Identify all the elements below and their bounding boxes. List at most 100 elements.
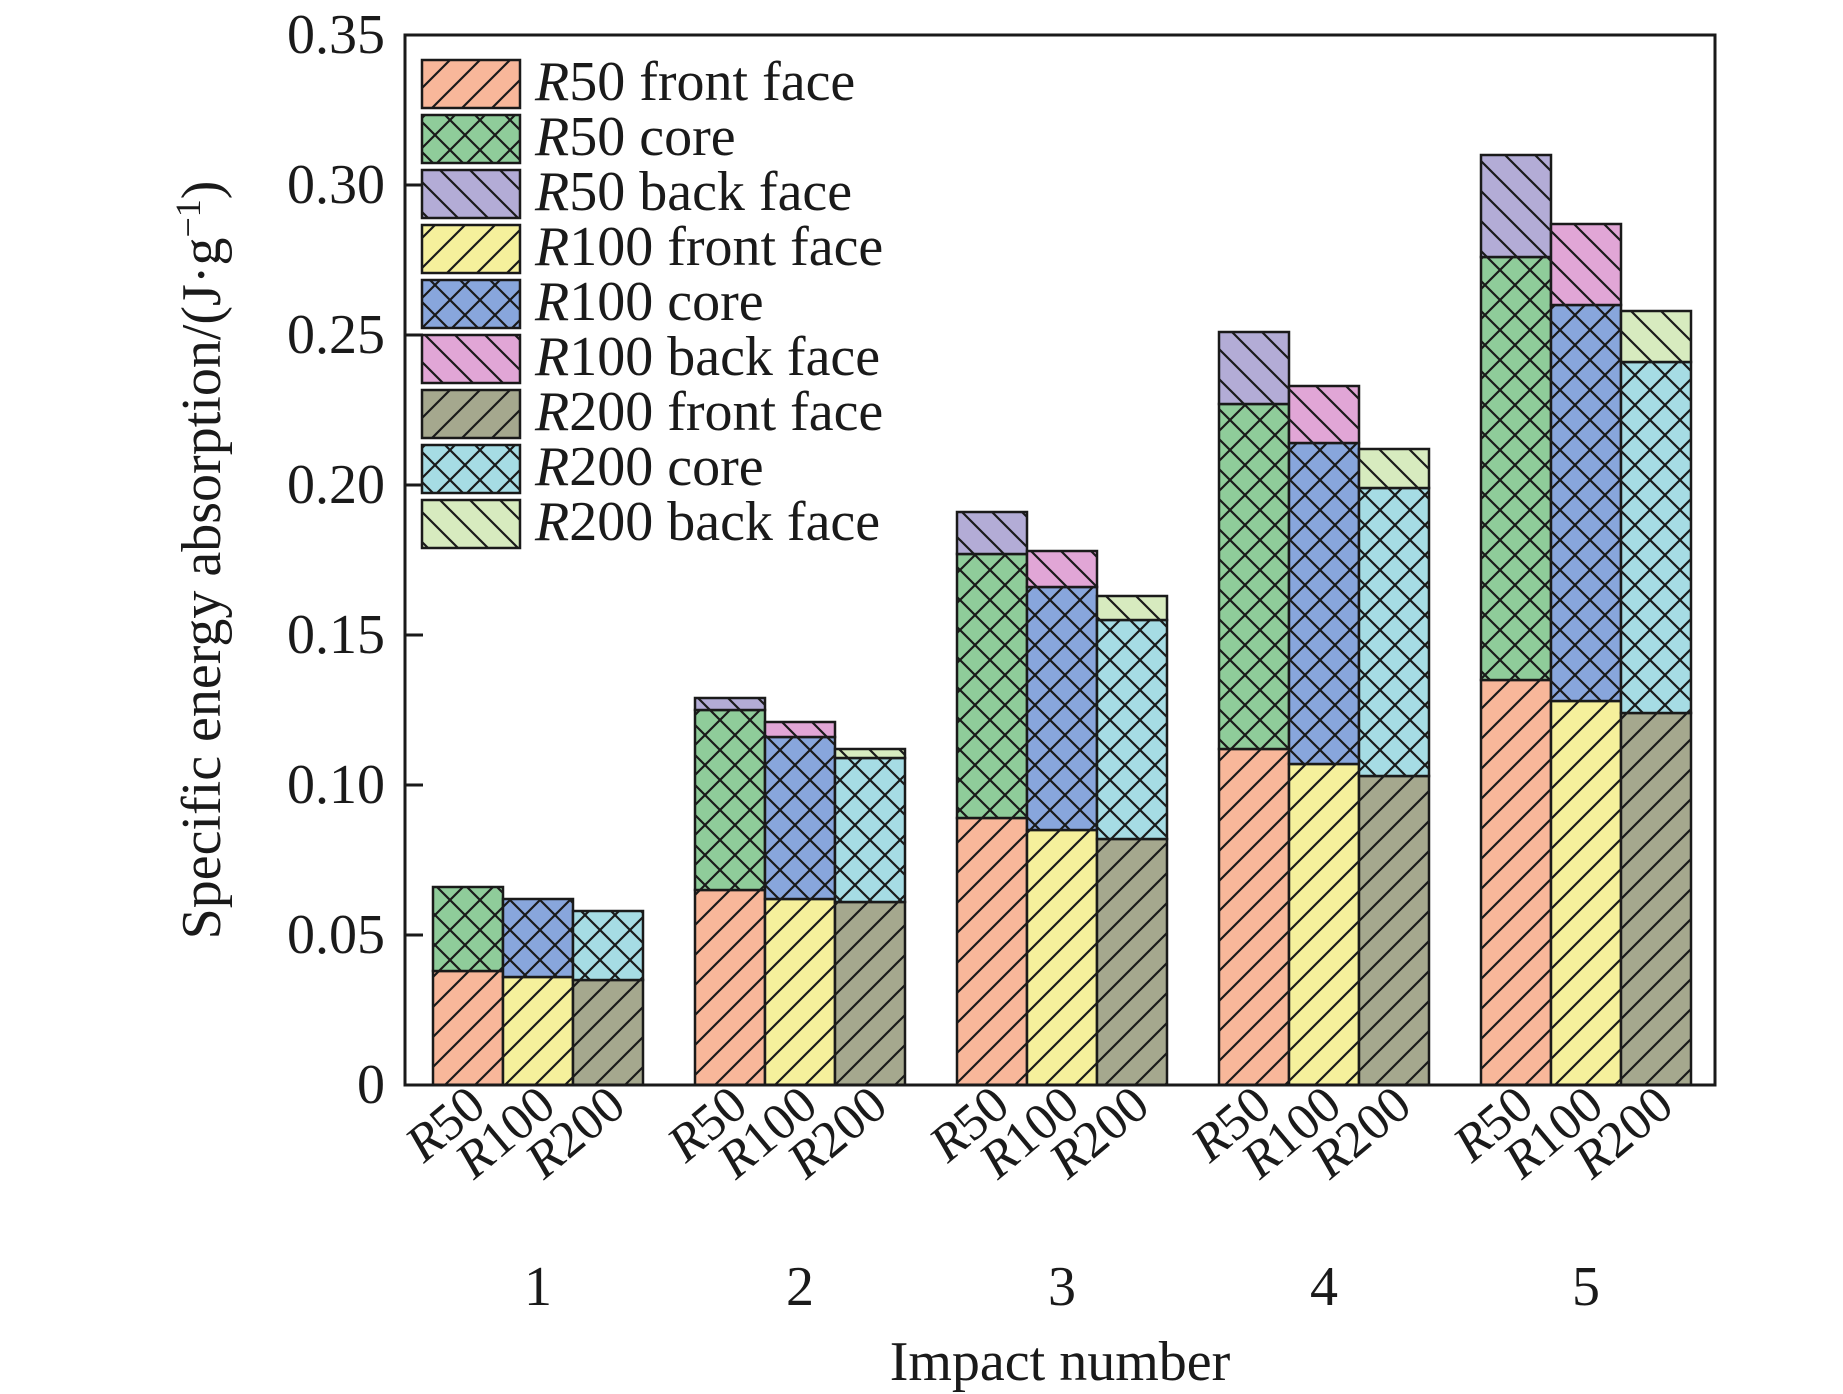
legend-label: R200 core <box>534 436 764 498</box>
bar-segment-r200-back-face-impact-5 <box>1619 309 1693 364</box>
legend-item-r200-front-face: R200 front face <box>420 381 883 443</box>
bar-segment-r50-front-face-impact-2 <box>693 888 767 1087</box>
legend-item-r100-core: R100 core <box>420 271 764 333</box>
legend-label-prefix: R <box>534 381 569 443</box>
y-tick-label-0-30: 0.30 <box>287 154 385 216</box>
legend-swatch <box>420 113 522 165</box>
x-tick-label-5: 5 <box>1572 1256 1600 1318</box>
bar-segment-r50-front-face-impact-5 <box>1479 678 1553 1087</box>
bar-segment-r200-back-face-impact-4 <box>1357 447 1431 490</box>
legend-swatch <box>420 333 522 385</box>
legend-label-prefix: R <box>534 326 569 388</box>
legend-label-text: 200 front face <box>569 381 883 443</box>
bar-segment-r100-back-face-impact-4 <box>1287 384 1361 445</box>
legend-item-r100-front-face: R100 front face <box>420 216 883 278</box>
legend-label-prefix: R <box>534 161 569 223</box>
x-tick-label-2: 2 <box>786 1256 814 1318</box>
bar-segment-r200-core-impact-5 <box>1619 360 1693 715</box>
legend-item-r50-front-face: R50 front face <box>420 51 855 113</box>
bar-segment-r50-back-face-impact-2 <box>693 696 767 712</box>
legend-label-text: 100 core <box>569 271 763 333</box>
y-tick-label-0-35: 0.35 <box>287 4 385 66</box>
legend-label: R50 back face <box>534 161 852 223</box>
legend-label-text: 200 back face <box>569 491 880 553</box>
legend-label-text: 100 front face <box>569 216 883 278</box>
bar-segment-r100-core-impact-3 <box>1025 585 1099 832</box>
legend-label-text: 50 front face <box>569 51 855 113</box>
bar-segment-r100-back-face-impact-3 <box>1025 549 1099 589</box>
bar-segment-r200-core-impact-1 <box>571 909 645 982</box>
y-axis-title-sup: −1 <box>168 199 208 237</box>
legend-label-text: 50 back face <box>569 161 852 223</box>
y-axis-title-main: Specific energy absorption/(J·g <box>171 238 233 940</box>
y-tick-label-0-15: 0.15 <box>287 604 385 666</box>
legend-swatch <box>420 223 522 275</box>
bar-segment-r100-front-face-impact-2 <box>763 897 837 1087</box>
bar-segment-r50-front-face-impact-3 <box>955 816 1029 1087</box>
legend-label: R200 back face <box>534 491 880 553</box>
legend-label-text: 50 core <box>569 106 735 168</box>
legend-label-prefix: R <box>534 491 569 553</box>
legend-label: R200 front face <box>534 381 883 443</box>
bar-segment-r50-back-face-impact-5 <box>1479 153 1553 259</box>
bar-segment-r100-back-face-impact-5 <box>1549 222 1623 307</box>
legend-item-r200-back-face: R200 back face <box>420 491 880 553</box>
legend-label-prefix: R <box>534 271 569 333</box>
legend-swatch <box>420 388 522 440</box>
bar-segment-r50-core-impact-5 <box>1479 255 1553 682</box>
legend-label: R50 core <box>534 106 736 168</box>
bar-segment-r200-front-face-impact-1 <box>571 978 645 1087</box>
legend-label: R100 core <box>534 271 764 333</box>
bar-segment-r50-back-face-impact-3 <box>955 510 1029 556</box>
y-tick-label-0-20: 0.20 <box>287 454 385 516</box>
legend-swatch <box>420 278 522 330</box>
legend-item-r50-back-face: R50 back face <box>420 161 852 223</box>
bar-segment-r50-back-face-impact-4 <box>1217 330 1291 406</box>
bar-segment-r200-core-impact-4 <box>1357 486 1431 778</box>
y-axis-title-end: ) <box>171 181 233 200</box>
legend-label-prefix: R <box>534 436 569 498</box>
y-tick-label-0-05: 0.05 <box>287 904 385 966</box>
y-axis: 0 0.05 0.10 0.15 0.20 0.25 0.30 0.35 <box>287 4 423 1116</box>
y-tick-label-0-10: 0.10 <box>287 754 385 816</box>
bar-segment-r200-back-face-impact-3 <box>1095 594 1169 622</box>
bar-segment-r100-core-impact-2 <box>763 735 837 901</box>
bar-segment-r200-front-face-impact-3 <box>1095 837 1169 1087</box>
bar-segment-r50-front-face-impact-4 <box>1217 747 1291 1087</box>
bar-segment-r200-back-face-impact-2 <box>833 747 907 760</box>
bar-segment-r200-core-impact-2 <box>833 756 907 904</box>
bar-segment-r50-core-impact-3 <box>955 552 1029 820</box>
x-tick-label-4: 4 <box>1310 1256 1338 1318</box>
legend-item-r200-core: R200 core <box>420 436 764 498</box>
bar-segment-r200-front-face-impact-2 <box>833 900 907 1087</box>
legend-label-text: 100 back face <box>569 326 880 388</box>
x-axis: R50R100R2001R50R100R2002R50R100R2003R50R… <box>394 1076 1684 1318</box>
bar-segment-r50-core-impact-4 <box>1217 402 1291 751</box>
x-axis-title: Impact number <box>890 1331 1231 1393</box>
legend-label: R50 front face <box>534 51 855 113</box>
bar-segment-r100-core-impact-1 <box>501 897 575 979</box>
bar-segment-r100-front-face-impact-1 <box>501 975 575 1087</box>
legend-swatch <box>420 498 522 550</box>
legend-label-prefix: R <box>534 51 569 113</box>
bar-segment-r100-front-face-impact-4 <box>1287 762 1361 1087</box>
x-tick-label-3: 3 <box>1048 1256 1076 1318</box>
legend-swatch <box>420 443 522 495</box>
bar-segment-r200-front-face-impact-4 <box>1357 774 1431 1087</box>
legend-swatch <box>420 58 522 110</box>
legend-label-prefix: R <box>534 216 569 278</box>
legend-label: R100 back face <box>534 326 880 388</box>
bar-segment-r100-back-face-impact-2 <box>763 720 837 739</box>
bar-segment-r100-core-impact-5 <box>1549 303 1623 703</box>
bar-segment-r100-front-face-impact-3 <box>1025 828 1099 1087</box>
bar-segment-r50-front-face-impact-1 <box>431 969 505 1087</box>
bar-segment-r200-core-impact-3 <box>1095 618 1169 841</box>
y-tick-label-0: 0 <box>357 1054 385 1116</box>
bar-segment-r100-front-face-impact-5 <box>1549 699 1623 1087</box>
bar-segment-r50-core-impact-2 <box>693 708 767 892</box>
legend-label-text: 200 core <box>569 436 763 498</box>
legend-item-r100-back-face: R100 back face <box>420 326 880 388</box>
bar-segment-r200-front-face-impact-5 <box>1619 711 1693 1087</box>
